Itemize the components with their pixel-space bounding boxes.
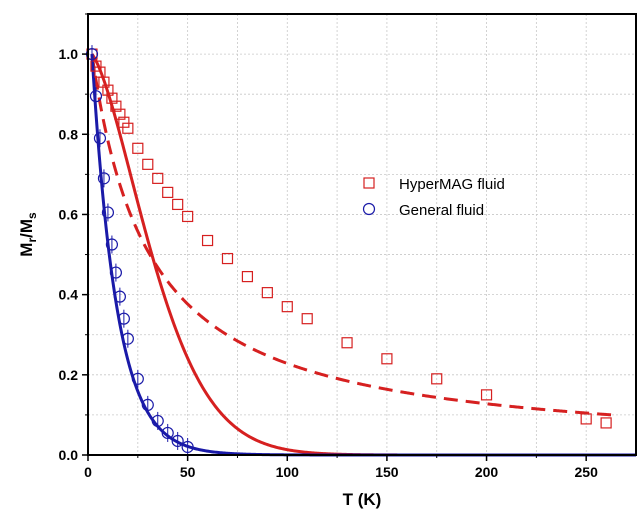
hypermag-point xyxy=(301,313,313,325)
plot-frame xyxy=(87,13,637,456)
hypermag-point xyxy=(241,270,254,283)
hypermag-point xyxy=(132,142,144,154)
hypermag-point xyxy=(261,287,273,299)
general-point xyxy=(181,440,194,454)
general-point xyxy=(131,372,144,385)
y-axis-title: Mr/Ms xyxy=(17,212,39,257)
general-point xyxy=(121,332,134,345)
x-tick-label: 150 xyxy=(375,464,399,480)
y-tick-label: 0.0 xyxy=(59,447,79,463)
hypermag-point xyxy=(480,389,493,401)
hypermag-point xyxy=(341,337,353,349)
y-tick-label: 0.8 xyxy=(59,126,79,142)
legend-square-marker xyxy=(363,177,375,189)
general-point xyxy=(113,290,126,303)
hypermag-point xyxy=(102,84,114,96)
axis-ticks: 0 50 100 150 200 250 0.0 0.2 0.4 0.6 0.8 1.0 xyxy=(59,13,599,480)
hypermag-point xyxy=(110,100,122,112)
hypermag-point xyxy=(381,353,393,365)
hypermag-point xyxy=(221,252,234,265)
hypermag-point xyxy=(118,116,130,128)
hypermag-point xyxy=(201,234,214,247)
x-tick-label: 50 xyxy=(180,464,196,480)
y-tick-label: 0.6 xyxy=(59,206,79,222)
hypermag-point xyxy=(431,373,443,385)
hypermag-point xyxy=(90,60,102,72)
y-tick-label: 1.0 xyxy=(59,46,79,62)
legend-circle-marker xyxy=(362,202,376,216)
hypermag-point xyxy=(580,413,592,425)
hypermag-point xyxy=(122,122,134,134)
hypermag-point xyxy=(152,172,164,184)
hypermag-point xyxy=(106,92,118,104)
hypermag-point xyxy=(98,76,110,88)
x-axis-title: T (K) xyxy=(343,490,382,509)
hypermag-point xyxy=(600,417,612,429)
y-tick-label: 0.2 xyxy=(59,367,79,383)
general-point xyxy=(109,266,122,279)
legend-item-general: General fluid xyxy=(362,202,484,219)
general-point xyxy=(151,414,164,428)
hypermag-point xyxy=(142,158,154,170)
general-point xyxy=(161,426,174,440)
data-markers xyxy=(85,45,612,456)
general-point xyxy=(89,90,103,103)
general-point xyxy=(101,206,115,219)
hypermag-point xyxy=(162,186,174,199)
hypermag-point xyxy=(281,301,293,313)
legend-label-general: General fluid xyxy=(399,202,484,219)
fit-curve-dashed xyxy=(90,53,617,417)
legend: HyperMAG fluid General fluid xyxy=(362,176,505,219)
x-tick-label: 0 xyxy=(84,464,92,480)
x-tick-label: 250 xyxy=(575,464,599,480)
legend-label-hypermag: HyperMAG fluid xyxy=(399,176,505,193)
general-point xyxy=(117,312,130,325)
general-point xyxy=(97,172,111,185)
x-tick-label: 100 xyxy=(276,464,300,480)
hypermag-point xyxy=(182,210,194,223)
hypermag-point xyxy=(114,108,126,120)
y-tick-label: 0.4 xyxy=(59,287,79,303)
legend-item-hypermag: HyperMAG fluid xyxy=(363,176,505,193)
x-tick-label: 200 xyxy=(475,464,499,480)
general-point xyxy=(93,132,107,145)
grid xyxy=(88,13,636,455)
hypermag-point xyxy=(172,198,184,211)
general-point xyxy=(141,398,154,411)
general-point xyxy=(105,238,119,251)
general-point xyxy=(171,434,184,448)
